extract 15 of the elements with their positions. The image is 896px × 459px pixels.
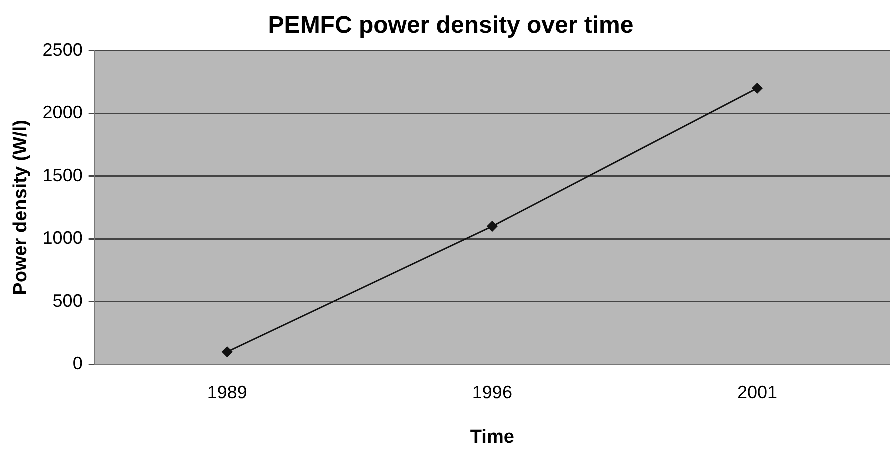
y-tick-label: 2500	[42, 40, 83, 60]
point	[222, 346, 233, 358]
x-tick-label: 1996	[472, 382, 512, 402]
x-axis-title: Time	[470, 426, 514, 448]
y-axis-title: Power density (W/l)	[10, 120, 32, 296]
y-tick-label: 1000	[42, 228, 83, 248]
x-tick-label: 2001	[737, 382, 778, 402]
y-tick-label: 2000	[42, 102, 83, 123]
y-tick-label: 0	[72, 354, 83, 374]
chart-title: PEMFC power density over time	[268, 12, 634, 40]
y-tick-label: 1500	[42, 165, 83, 186]
point	[752, 83, 763, 94]
x-tick-label: 1989	[207, 382, 248, 402]
point	[487, 221, 498, 232]
y-tick-label: 500	[52, 290, 83, 311]
